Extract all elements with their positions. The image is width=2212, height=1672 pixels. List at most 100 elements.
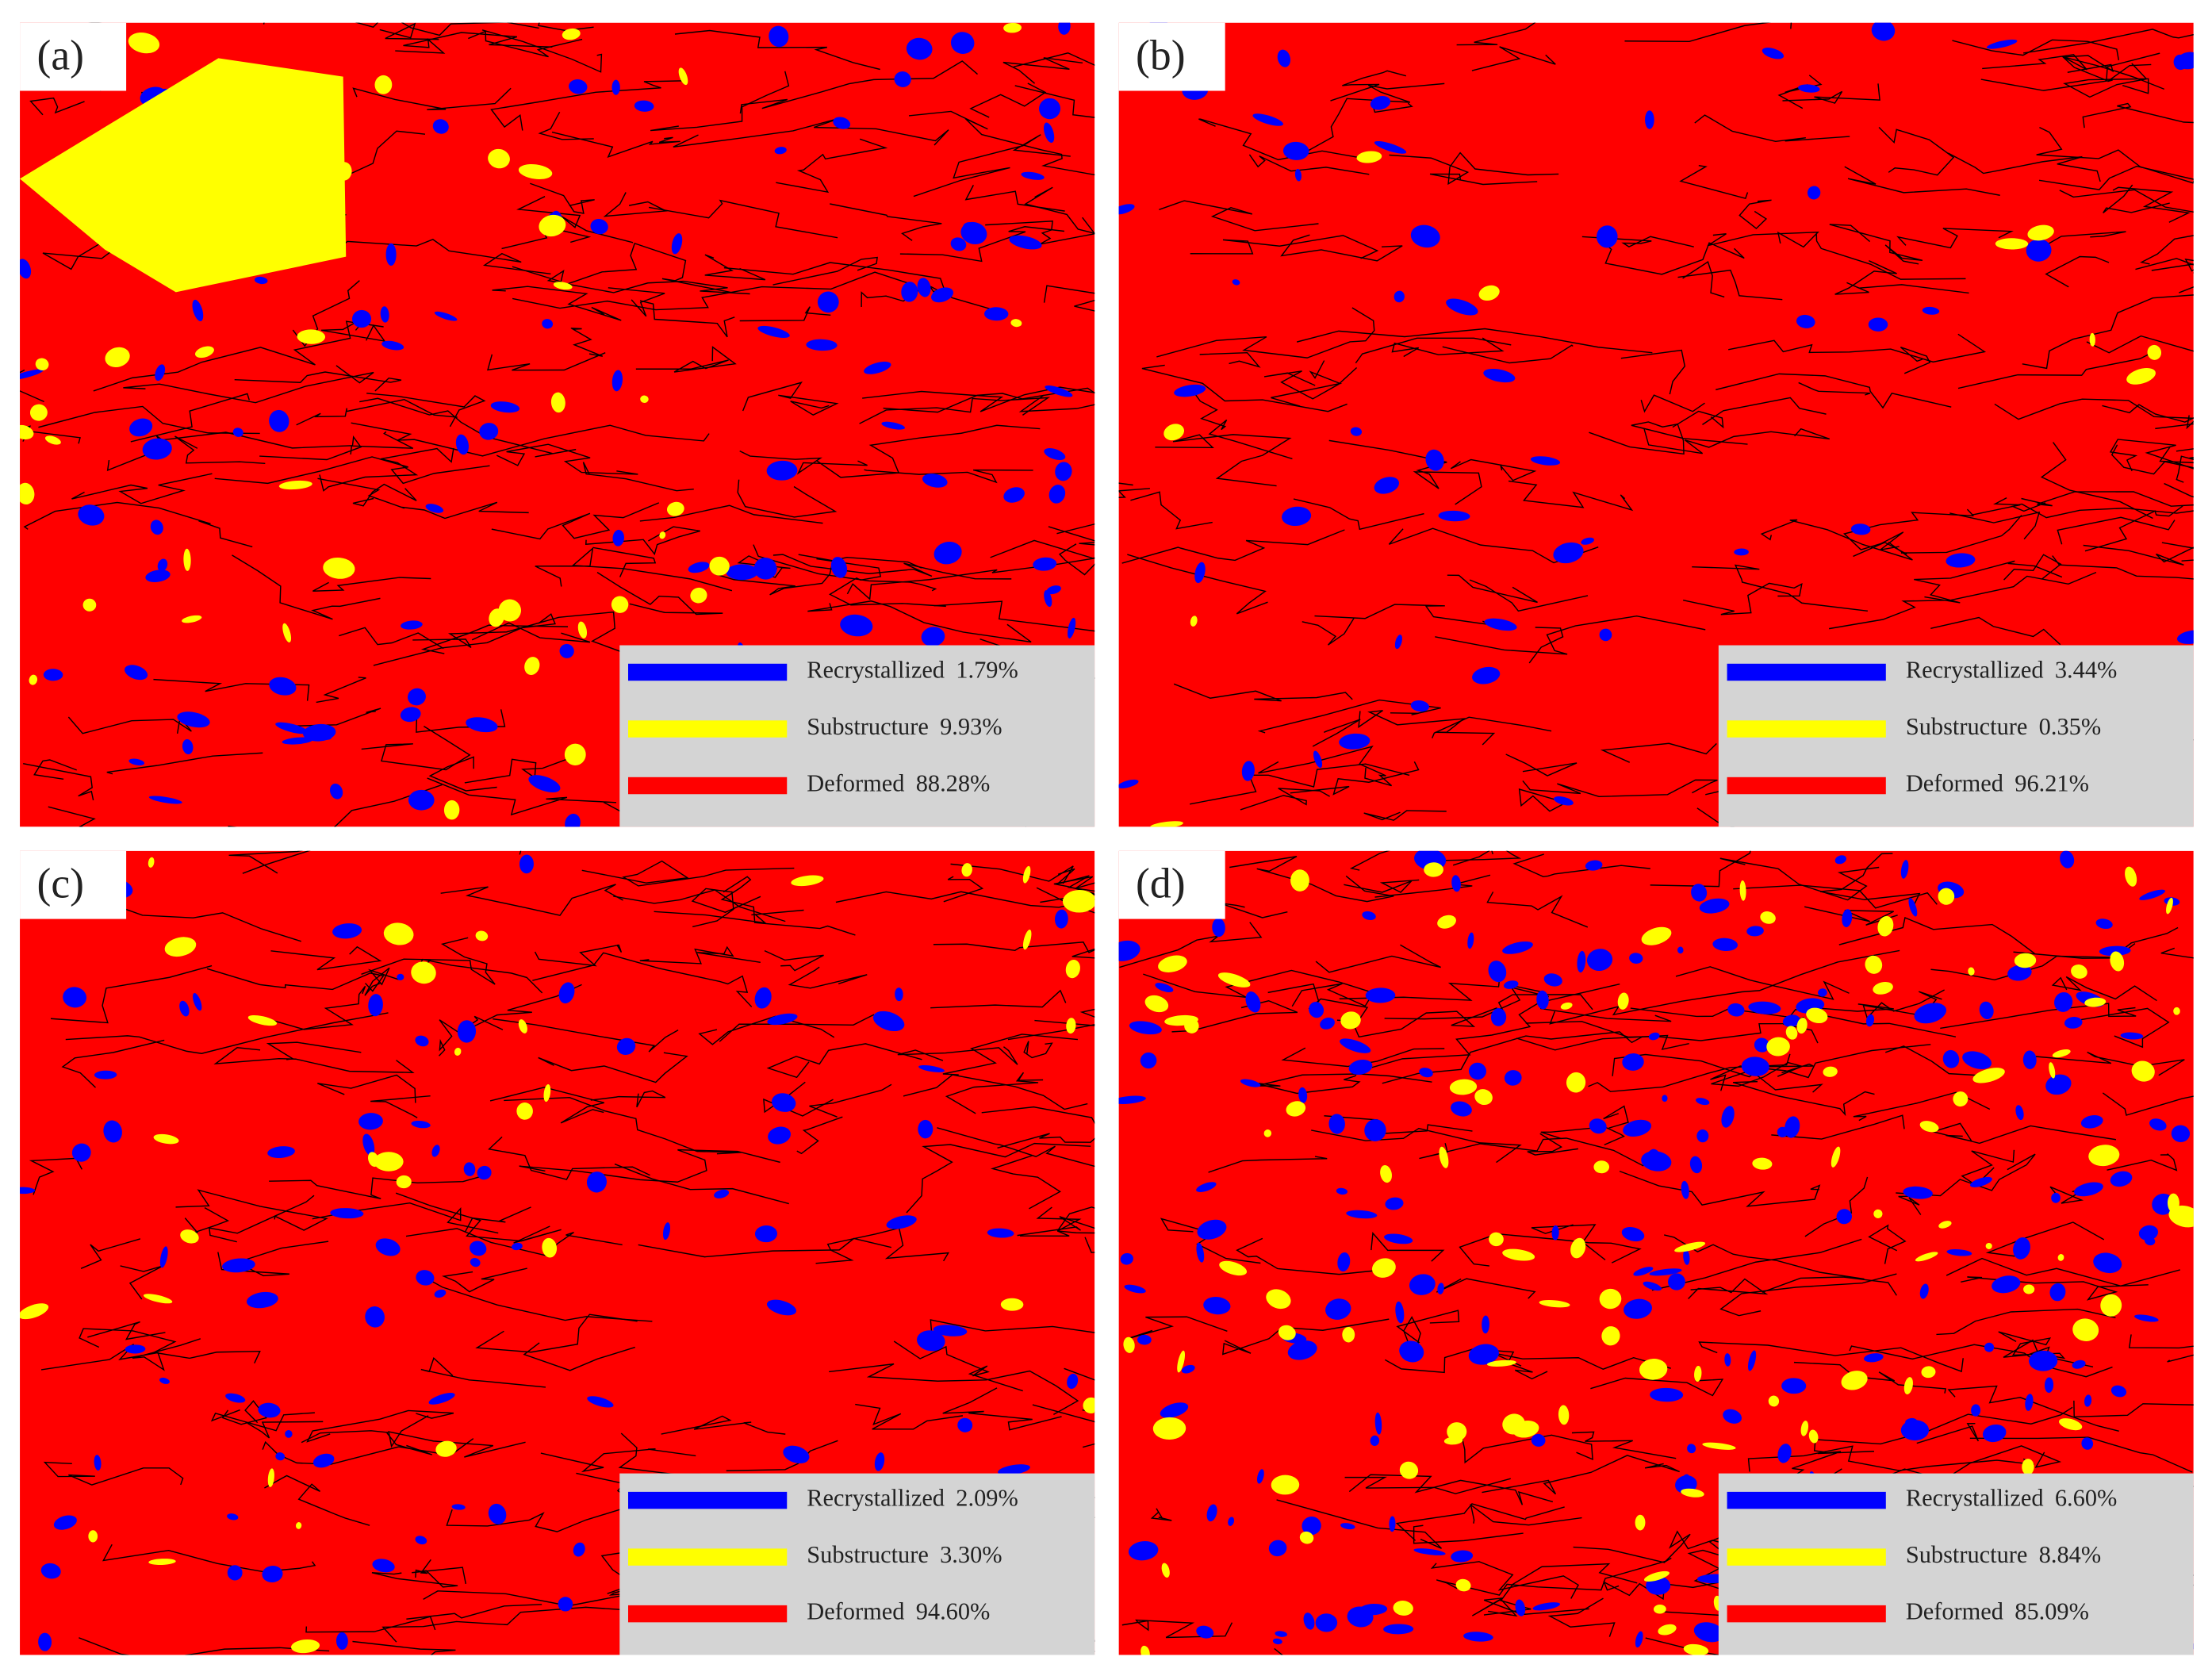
grain-boundary <box>1330 70 1406 102</box>
grain-boundary <box>412 611 622 653</box>
legend-swatch <box>1727 663 1886 681</box>
recrystallized-grain <box>766 1299 796 1316</box>
recrystallized-grain <box>145 569 171 582</box>
grain-boundary <box>788 966 868 989</box>
panel: (c) Recrystallized 2.09% Substructure 3.30% D… <box>20 850 1095 1655</box>
recrystallized-grain <box>1650 1387 1684 1402</box>
grain-boundary <box>1429 173 1538 186</box>
recrystallized-grain <box>1622 1053 1644 1071</box>
grain-boundary <box>471 622 591 643</box>
substructure-grain <box>2125 866 2137 887</box>
recrystallized-grain <box>1298 1087 1308 1103</box>
substructure-grain <box>1449 1079 1478 1095</box>
substructure-grain <box>1437 915 1456 929</box>
recrystallized-grain <box>1337 1252 1351 1272</box>
grain-boundary <box>79 1328 261 1364</box>
grain-boundary <box>1868 1224 1907 1264</box>
grain-boundary <box>772 554 1012 580</box>
recrystallized-grain <box>1287 1340 1317 1360</box>
substructure-grain <box>2110 951 2125 972</box>
substructure-grain <box>1356 151 1382 163</box>
recrystallized-grain <box>1137 1334 1152 1345</box>
substructure-grain <box>297 329 326 344</box>
grain-boundary <box>270 945 382 971</box>
recrystallized-grain <box>71 1143 91 1162</box>
recrystallized-grain <box>611 79 620 95</box>
grain-boundary <box>1896 228 2014 249</box>
substructure-grain <box>1380 1164 1392 1183</box>
substructure-grain <box>2052 1049 2071 1058</box>
substructure-grain <box>2023 1284 2035 1294</box>
substructure-grain <box>1439 1146 1449 1168</box>
recrystallized-grain <box>432 119 449 134</box>
recrystallized-grain <box>1468 1344 1499 1365</box>
grain-boundary <box>1747 1445 2034 1472</box>
grain-boundary <box>1930 616 2061 646</box>
substructure-grain <box>1271 1475 1300 1495</box>
grain-boundary <box>446 1505 682 1532</box>
grain-boundary <box>1719 1273 1897 1317</box>
grain-boundary <box>534 944 623 967</box>
recrystallized-grain <box>1374 140 1407 154</box>
recrystallized-grain <box>1992 1275 2021 1294</box>
recrystallized-grain <box>1196 1625 1214 1639</box>
recrystallized-grain <box>1419 1068 1433 1078</box>
recrystallized-grain <box>1282 506 1312 527</box>
grain-boundary <box>359 397 577 458</box>
grain-boundary <box>1589 421 1748 455</box>
recrystallized-grain <box>1543 973 1562 987</box>
recrystallized-grain <box>1754 1037 1769 1053</box>
grain-boundary <box>981 1106 1095 1124</box>
recrystallized-grain <box>933 541 962 565</box>
grain-boundary <box>464 1206 531 1233</box>
recrystallized-grain <box>757 325 790 338</box>
grain-boundary <box>80 1238 141 1269</box>
recrystallized-grain <box>1633 1267 1654 1276</box>
substructure-grain <box>82 598 97 612</box>
legend-swatch <box>1727 1548 1886 1566</box>
substructure-grain <box>709 556 730 576</box>
substructure-grain <box>1653 1604 1666 1614</box>
substructure-grain <box>1766 1037 1790 1057</box>
recrystallized-grain <box>573 1542 585 1557</box>
grain-boundary <box>1600 742 1717 763</box>
grain-boundary <box>1679 165 1749 200</box>
substructure-grain <box>1399 1461 1419 1479</box>
recrystallized-grain <box>714 1189 730 1198</box>
recrystallized-grain <box>1160 1402 1189 1418</box>
grain-boundary <box>1048 526 1095 546</box>
substructure-grain <box>2089 332 2095 347</box>
grain-boundary <box>2109 439 2194 472</box>
grain-boundary <box>1698 1341 1964 1373</box>
recrystallized-grain <box>1232 279 1240 286</box>
grain-boundary <box>395 32 553 54</box>
grain-boundary <box>1430 1561 1579 1599</box>
recrystallized-grain <box>1836 1209 1853 1225</box>
recrystallized-grain <box>1046 585 1061 595</box>
recrystallized-grain <box>957 1417 973 1432</box>
recrystallized-grain <box>586 1172 607 1193</box>
substructure-grain <box>1560 1002 1573 1010</box>
grain-boundary <box>2022 29 2194 54</box>
recrystallized-grain <box>917 278 931 297</box>
substructure-grain <box>659 531 666 539</box>
recrystallized-grain <box>428 1393 455 1405</box>
substructure-grain <box>518 164 553 179</box>
grain-boundary <box>639 504 823 524</box>
grain-boundary <box>1762 1276 1897 1296</box>
grain-boundary <box>1815 233 1966 280</box>
substructure-grain <box>961 863 972 877</box>
grain-boundary <box>1371 1232 1445 1262</box>
panel: (a) Recrystallized 1.79% Substructure 9.93% D… <box>20 22 1095 827</box>
substructure-grain <box>1010 319 1022 328</box>
grain-boundary <box>1961 1276 2149 1301</box>
recrystallized-grain <box>1468 1062 1486 1080</box>
legend-name: Deformed <box>807 1598 904 1625</box>
recrystallized-grain <box>177 711 210 728</box>
recrystallized-grain <box>182 739 194 755</box>
grain-boundary <box>899 226 1065 263</box>
recrystallized-grain <box>2120 1032 2144 1040</box>
substructure-grain <box>278 480 312 490</box>
grain-boundary <box>352 87 512 110</box>
substructure-grain <box>1823 1066 1838 1077</box>
